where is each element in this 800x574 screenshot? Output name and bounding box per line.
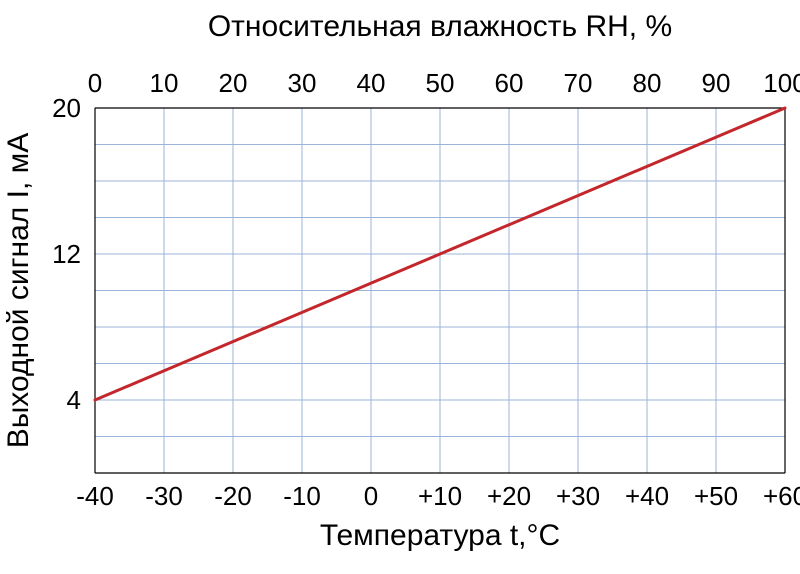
x-top-tick-label: 50 <box>426 68 455 98</box>
x-top-tick-label: 10 <box>150 68 179 98</box>
x-bottom-tick-label: +40 <box>625 481 669 511</box>
chart-container: 0 10 20 30 40 50 60 70 80 90 100 -40 -30 -20 -10 0 +10 +2… <box>0 0 800 574</box>
x-bottom-tick-label: -20 <box>214 481 252 511</box>
x-top-tick-label: 30 <box>288 68 317 98</box>
x-top-tick-label: 90 <box>702 68 731 98</box>
x-bottom-tick-label: -30 <box>145 481 183 511</box>
x-top-axis-title: Относительная влажность RH, % <box>208 10 672 43</box>
x-top-tick-label: 60 <box>495 68 524 98</box>
x-top-tick-label: 100 <box>763 68 800 98</box>
y-axis-title: Выходной сигнал I, мА <box>2 133 35 449</box>
x-top-tick-label: 0 <box>88 68 102 98</box>
chart-svg: 0 10 20 30 40 50 60 70 80 90 100 -40 -30 -20 -10 0 +10 +2… <box>0 0 800 574</box>
x-top-tick-label: 70 <box>564 68 593 98</box>
y-tick-label: 12 <box>52 239 81 269</box>
x-bottom-tick-label: +50 <box>694 481 738 511</box>
x-top-tick-label: 80 <box>633 68 662 98</box>
x-bottom-tick-label: +60 <box>763 481 800 511</box>
x-top-tick-label: 20 <box>219 68 248 98</box>
y-tick-label: 4 <box>67 385 81 415</box>
x-bottom-axis-title: Температура t,°C <box>320 519 560 552</box>
x-top-tick-label: 40 <box>357 68 386 98</box>
x-bottom-tick-label: 0 <box>364 481 378 511</box>
x-bottom-tick-label: +20 <box>487 481 531 511</box>
y-tick-label: 20 <box>52 93 81 123</box>
x-bottom-tick-label: -40 <box>76 481 114 511</box>
x-bottom-tick-label: +30 <box>556 481 600 511</box>
x-bottom-tick-label: +10 <box>418 481 462 511</box>
x-bottom-tick-label: -10 <box>283 481 321 511</box>
